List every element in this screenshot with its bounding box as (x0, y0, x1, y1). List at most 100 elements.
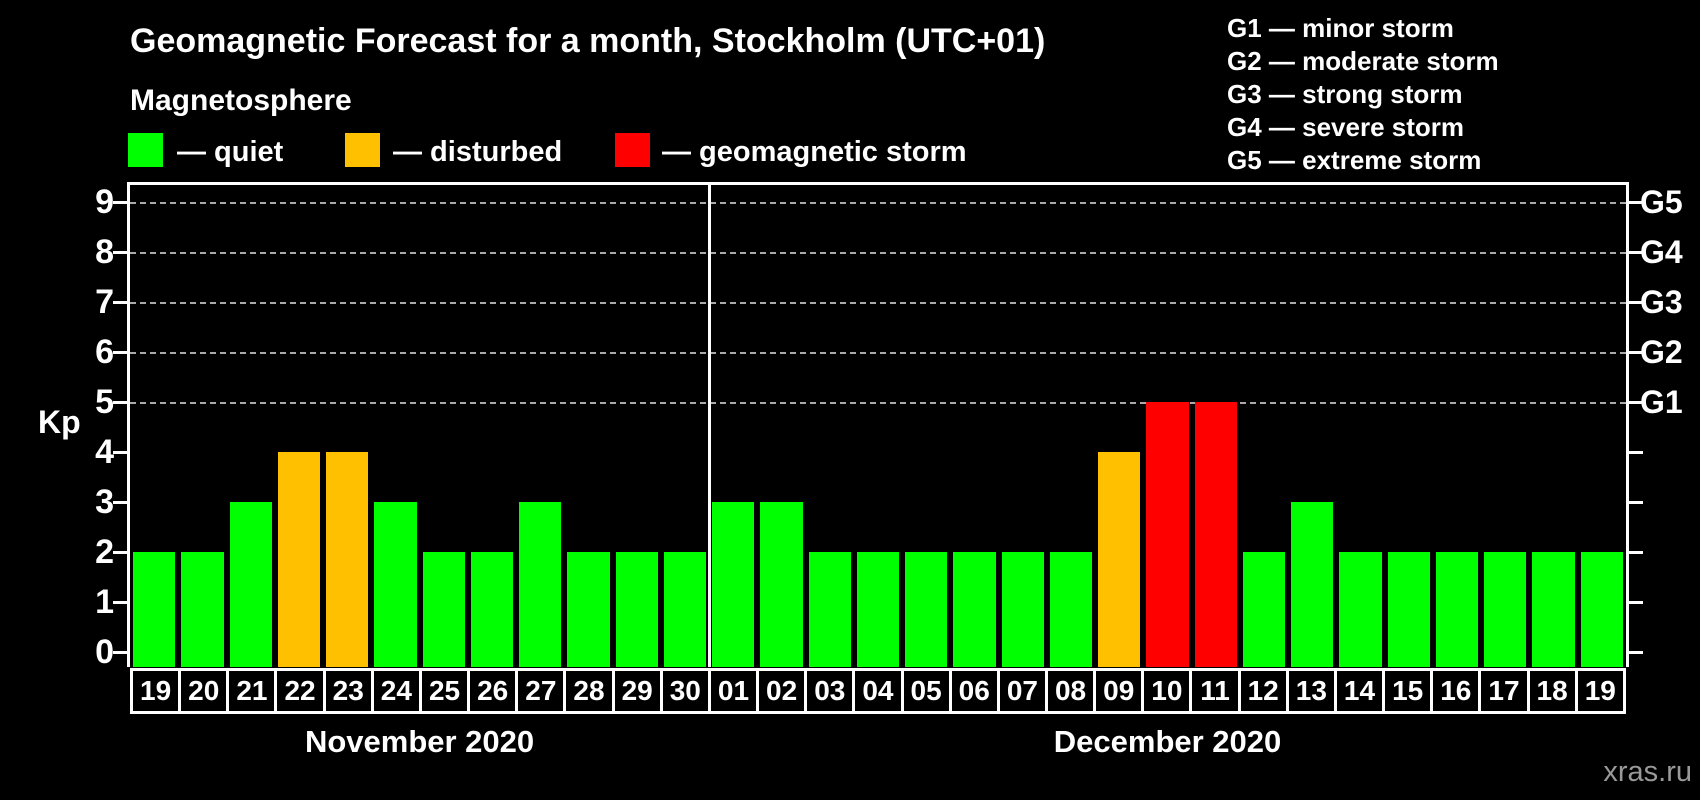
kp-bar (953, 552, 996, 667)
kp-bar (1098, 452, 1141, 667)
kp-bar (277, 452, 321, 667)
kp-bar (1580, 552, 1623, 667)
legend-label-quiet: — quiet (177, 136, 284, 168)
y-tick-right (1627, 451, 1643, 454)
day-cell: 26 (467, 668, 519, 714)
day-cell: 21 (226, 668, 278, 714)
day-cell: 11 (1189, 668, 1241, 714)
y-tick-right (1627, 501, 1643, 504)
day-cell: 24 (370, 668, 422, 714)
gridline-kp8 (130, 252, 1626, 254)
y-tick-right (1627, 651, 1643, 654)
y-tick-label: 0 (95, 633, 114, 671)
y-tick-left (113, 451, 129, 454)
right-axis-label-G5: G5 (1640, 184, 1683, 220)
y-tick-left (113, 601, 129, 604)
y-tick-label: 8 (95, 233, 114, 271)
day-cell: 08 (1044, 668, 1097, 714)
day-cell: 18 (1526, 668, 1578, 714)
day-cell: 27 (515, 668, 567, 714)
y-axis-line (127, 182, 130, 667)
y-tick-left (113, 501, 129, 504)
plot-border-top (127, 182, 1629, 185)
kp-bar (1291, 502, 1334, 667)
kp-bar (1435, 552, 1479, 667)
kp-bar (1387, 552, 1430, 667)
legend-label-disturbed: — disturbed (393, 136, 563, 168)
g-legend-line: G5 — extreme storm (1227, 145, 1482, 175)
kp-bar (326, 452, 369, 667)
y-tick-right (1627, 301, 1643, 304)
kp-bar (422, 552, 465, 667)
y-tick-left (113, 551, 129, 554)
kp-bar (663, 552, 707, 667)
g-legend-line: G1 — minor storm (1227, 13, 1454, 43)
kp-bar (856, 552, 900, 667)
day-cell: 16 (1430, 668, 1482, 714)
kp-bar (760, 502, 803, 667)
kp-bar (181, 552, 224, 667)
day-axis-row: 19 20 21 22 23 24 25 26 27 28 29 30 01 02 03 04 05 06 07 08… (130, 668, 1626, 714)
y-tick-left (113, 301, 129, 304)
kp-bar (133, 552, 176, 667)
kp-bar (712, 502, 755, 667)
plot-area (130, 185, 1626, 667)
day-cell: 19 (1574, 668, 1626, 714)
y-tick-label: 9 (95, 183, 114, 221)
kp-bar (615, 552, 658, 667)
y-tick-right (1627, 401, 1643, 404)
kp-bar (470, 552, 514, 667)
gridline-kp5 (130, 402, 1626, 404)
kp-bar (519, 502, 562, 667)
y-tick-label: 1 (95, 583, 114, 621)
legend-swatch-disturbed (345, 133, 380, 167)
day-cell: 04 (852, 668, 904, 714)
kp-bar (229, 502, 272, 667)
gridline-kp6 (130, 352, 1626, 354)
month-label-december: December 2020 (1053, 724, 1282, 759)
gridline-kp7 (130, 302, 1626, 304)
chart-subtitle: Magnetosphere (130, 84, 352, 117)
y-tick-label: 2 (95, 533, 114, 571)
kp-bar (1001, 552, 1044, 667)
y-tick-right (1627, 251, 1643, 254)
kp-bar (1484, 552, 1527, 667)
right-axis-label-G2: G2 (1640, 334, 1683, 370)
day-cell: 30 (659, 668, 711, 714)
legend-label-storm: — geomagnetic storm (662, 136, 967, 168)
chart-title: Geomagnetic Forecast for a month, Stockh… (130, 22, 1046, 60)
day-cell: 03 (804, 668, 856, 714)
day-cell: 02 (756, 668, 808, 714)
day-cell: 22 (274, 668, 326, 714)
y-axis-title: Kp (38, 404, 81, 440)
kp-bar (1242, 552, 1286, 667)
g-scale-legend: G1 — minor storm G2 — moderate storm G3 — … (1227, 12, 1499, 177)
y-tick-left (113, 251, 129, 254)
gridline-kp9 (130, 202, 1626, 204)
day-cell: 20 (178, 668, 230, 714)
day-cell: 14 (1333, 668, 1386, 714)
y-tick-right (1627, 351, 1643, 354)
kp-bar (1146, 402, 1189, 667)
day-cell: 05 (900, 668, 952, 714)
kp-bar (1339, 552, 1382, 667)
day-cell: 06 (948, 668, 1000, 714)
y-tick-label: 5 (95, 383, 114, 421)
y-tick-right (1627, 601, 1643, 604)
day-cell: 25 (418, 668, 471, 714)
right-axis-label-G1: G1 (1640, 384, 1683, 420)
y-tick-label: 4 (95, 433, 114, 471)
y-tick-left (113, 651, 129, 654)
y-tick-left (113, 401, 129, 404)
day-cell: 12 (1237, 668, 1289, 714)
kp-bar (1049, 552, 1093, 667)
day-cell: 19 (130, 668, 182, 714)
day-cell: 10 (1141, 668, 1193, 714)
day-cell: 17 (1478, 668, 1530, 714)
kp-bar (905, 552, 948, 667)
y-tick-label: 7 (95, 283, 114, 321)
right-axis-line (1626, 182, 1629, 667)
y-tick-label: 6 (95, 333, 114, 371)
day-cell: 13 (1285, 668, 1337, 714)
